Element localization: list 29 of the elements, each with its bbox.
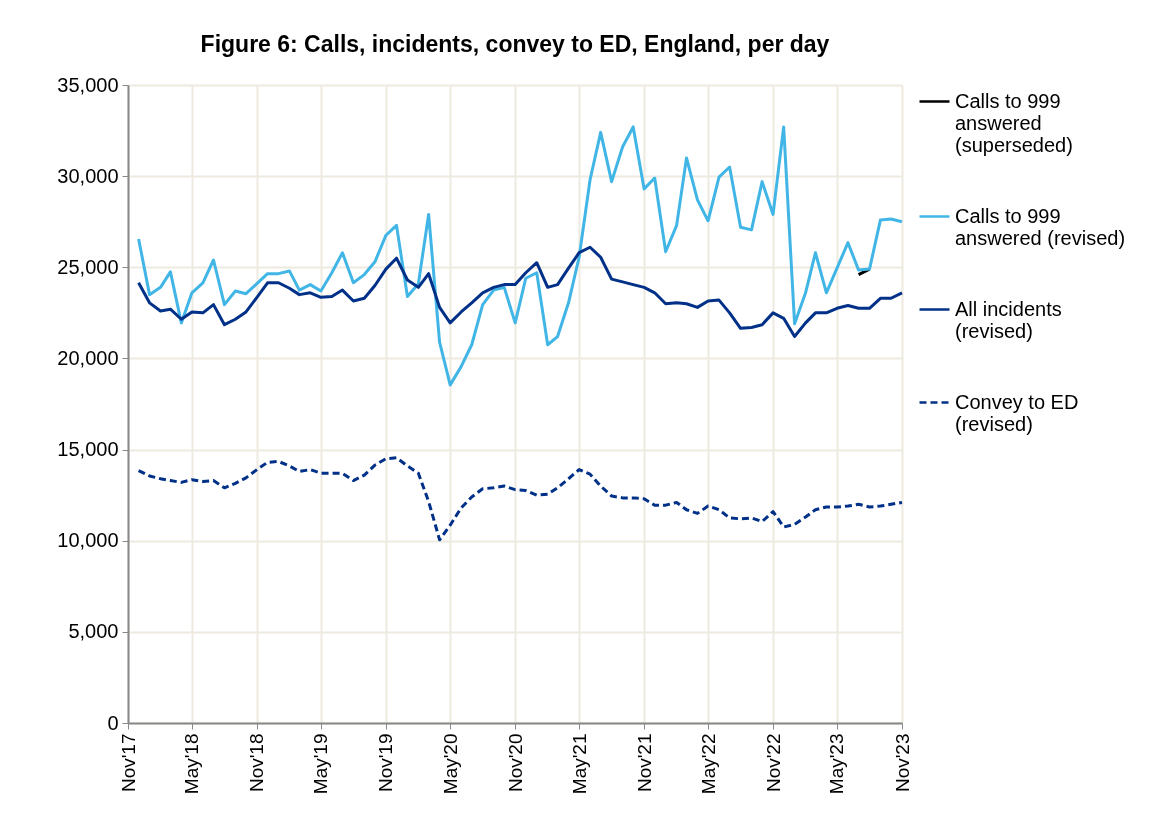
y-tick-label: 5,000 [68, 620, 119, 643]
x-tick-label: Nov'22 [762, 733, 784, 793]
x-tick-label: May'19 [310, 733, 332, 795]
y-tick-label: 35,000 [57, 73, 119, 96]
x-tick-label: Nov'23 [891, 733, 913, 793]
line-series [137, 456, 904, 542]
x-tick-label: May'20 [439, 733, 461, 795]
y-tick-label: 20,000 [57, 346, 119, 369]
x-tick-label: May'18 [181, 733, 203, 795]
legend-label: Calls to 999 answered (superseded) [955, 89, 1073, 156]
x-tick-label: May'23 [826, 733, 848, 795]
y-tick-label: 10,000 [57, 529, 119, 552]
y-tick-label: 30,000 [57, 164, 119, 187]
x-tick-label: Nov'18 [246, 733, 268, 793]
line-series [137, 245, 904, 339]
chart-title: Figure 6: Calls, incidents, convey to ED, England, per day [200, 31, 830, 57]
line-series [137, 125, 904, 387]
x-tick-label: May'21 [568, 733, 590, 795]
x-tick-label: Nov'19 [375, 733, 397, 793]
legend-label: Convey to ED (revised) [955, 390, 1079, 435]
x-tick-label: Nov'21 [633, 733, 655, 793]
x-tick-label: May'22 [697, 733, 719, 795]
x-tick-label: Nov'20 [504, 733, 526, 793]
y-tick-label: 15,000 [57, 438, 119, 461]
y-tick-label: 25,000 [57, 255, 119, 278]
y-tick-label: 0 [107, 711, 119, 734]
x-tick-label: Nov'17 [117, 733, 139, 793]
legend-label: All incidents (revised) [955, 297, 1062, 342]
legend-label: Calls to 999 answered (revised) [955, 204, 1126, 249]
